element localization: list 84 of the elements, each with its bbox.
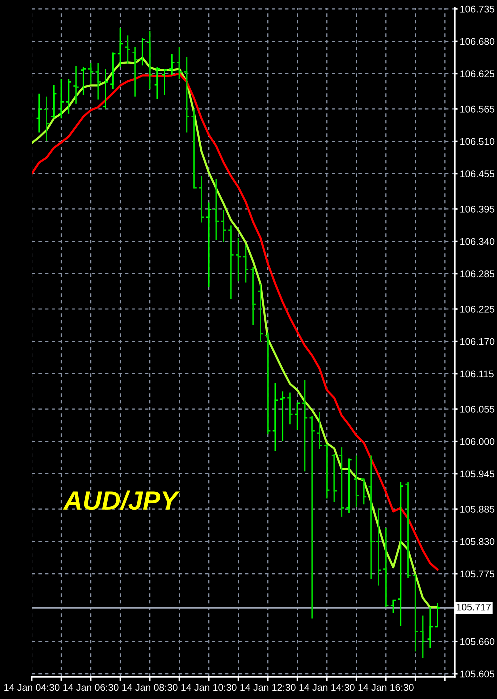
x-tick-label: 14 Jan 14:30 [300,684,355,692]
candlestick [382,527,390,608]
candlestick [213,178,220,242]
y-tick-label: 106.115 [460,370,494,378]
candlestick [302,380,308,472]
candlestick [220,210,228,243]
candlestick [110,52,116,90]
candlestick [176,46,183,80]
x-tick-label: 14 Jan 04:30 [4,684,60,692]
candlestick [412,574,419,652]
x-tick-label: 14 Jan 06:30 [64,684,119,692]
candlestick [375,508,382,586]
candlestick [286,392,294,426]
candlestick [250,266,257,326]
annotation: AUD/JPY [63,490,180,510]
candlestick [324,444,330,500]
x-tick-label: 14 Jan 12:30 [240,684,296,692]
candlestick [146,30,154,90]
candlestick [398,482,404,628]
candlestick [36,93,43,134]
y-tick-label: 106.170 [460,338,495,346]
x-tick-label: 14 Jan 10:30 [182,684,237,692]
candlestick [338,446,346,518]
x-tick-label: 14 Jan 08:30 [122,684,178,692]
candlestick [280,390,286,442]
candlestick [162,68,168,96]
candlestick [294,402,301,431]
candlestick [184,56,190,134]
y-tick-label: 106.340 [460,238,495,246]
candlestick [95,62,102,100]
candlestick [420,615,426,659]
candlestick [50,84,58,120]
candlestick [264,332,272,436]
candlestick [168,54,176,76]
candlestick [272,382,279,452]
y-tick-label: 105.885 [460,506,495,513]
candlestick [309,416,316,620]
y-tick-label: 106.625 [460,70,495,78]
candlestick [427,606,434,649]
y-tick-label: 106.055 [460,406,495,413]
candlestick [360,478,368,506]
candlestick [154,66,161,100]
y-tick-label: 106.285 [460,270,495,278]
y-tick-label: 106.225 [460,306,495,313]
candlestick [198,176,205,224]
candlestick [66,78,72,115]
candlestick [72,66,80,105]
y-tick-label: 105.830 [460,538,495,546]
y-tick-label: 105.605 [460,670,495,678]
candlestick [390,600,397,614]
y-tick-label: 105.660 [460,638,495,646]
candlestick [117,27,124,68]
y-tick-label: 106.735 [460,6,495,13]
candlestick [191,109,198,190]
candlestick [316,412,324,450]
ref-line-label: 105.717 [457,604,491,611]
x-tick-label: 14 Jan 16:30 [358,684,414,692]
candlestick [257,284,264,343]
y-tick-label: 106.565 [460,106,495,113]
candlestick [102,68,110,110]
candlestick [88,62,94,86]
candlestick [124,34,132,66]
candlestick [235,237,242,282]
candlestick [228,225,234,300]
y-tick-label: 106.395 [460,206,495,213]
y-tick-label: 105.775 [460,570,495,578]
candlestick [346,458,353,514]
y-tick-label: 106.510 [460,138,495,146]
candlestick [434,602,442,628]
y-tick-label: 106.455 [460,170,495,178]
candlestick [132,46,139,98]
candlestick [331,453,338,503]
candlestick [206,202,212,288]
y-tick-label: 106.680 [460,38,495,46]
candlestick [139,37,146,66]
candlestick [353,455,360,508]
candlestick [43,96,50,142]
candlestick [80,66,87,96]
candlestick [404,482,412,579]
candlestick [368,455,375,580]
candlestick [58,78,65,120]
y-tick-label: 106.000 [460,438,495,446]
candlestick [242,244,250,284]
y-tick-label: 105.945 [460,470,495,478]
